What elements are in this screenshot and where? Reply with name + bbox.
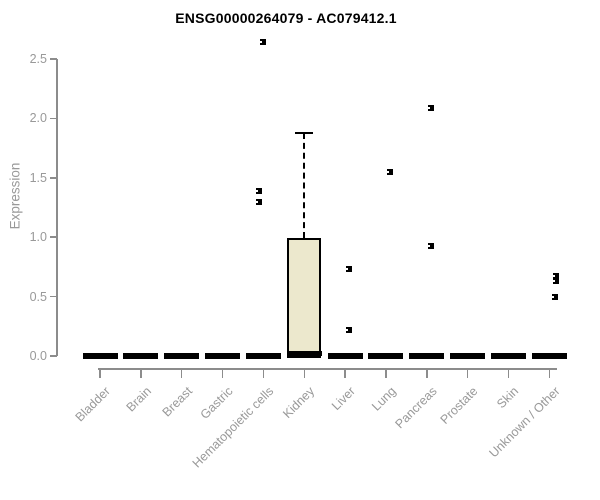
outlier-point-notch: [256, 200, 259, 203]
y-axis-tick: [50, 177, 57, 179]
x-category-label: Breast: [159, 384, 195, 420]
outlier-point: [346, 326, 353, 333]
x-axis-line: [98, 368, 557, 370]
y-axis-tick: [50, 295, 57, 298]
x-axis-tick: [99, 368, 101, 378]
outlier-point: [553, 273, 560, 280]
x-category-label: Brain: [123, 384, 154, 415]
y-tick-label: 1.5: [29, 170, 47, 185]
outlier-point: [552, 293, 559, 300]
x-category-label: Liver: [328, 384, 359, 414]
outlier-point: [386, 168, 393, 175]
x-category-label: Hematopoietic cells: [189, 384, 277, 471]
outlier-point-notch: [386, 170, 389, 173]
x-category-label: Kidney: [280, 384, 318, 421]
y-axis-tick: [50, 117, 57, 120]
y-tick-label: 0.5: [29, 289, 47, 304]
outlier-point-notch: [346, 268, 349, 271]
outlier-point-notch: [427, 106, 430, 109]
outlier-point: [346, 266, 353, 273]
x-axis-tick: [180, 368, 183, 378]
boxplot-median-bar: [286, 350, 322, 357]
boxplot-whisker: [303, 132, 306, 239]
x-axis-tick: [385, 368, 387, 378]
outlier-point: [256, 198, 263, 205]
boxplot-whisker-cap: [295, 131, 314, 135]
outlier-point-notch: [346, 328, 349, 331]
boxplot-median-bar: [368, 353, 404, 359]
outlier-point-notch: [256, 189, 259, 192]
x-category-label: Pancreas: [392, 384, 440, 432]
y-axis-line: [56, 59, 58, 356]
x-category-label: Prostate: [437, 384, 481, 427]
outlier-point: [256, 187, 263, 194]
y-tick-label: 1.0: [29, 230, 47, 245]
x-axis-tick: [466, 368, 469, 378]
outlier-point-notch: [553, 280, 556, 283]
y-tick-label: 0.0: [29, 349, 47, 363]
x-axis-tick: [344, 368, 346, 378]
x-category-label: Lung: [369, 384, 399, 414]
y-axis-tick: [50, 236, 57, 238]
outlier-point-notch: [260, 41, 263, 44]
boxplot-median-bar: [450, 353, 486, 359]
outlier-point-notch: [553, 275, 556, 278]
y-tick-label: 2.5: [29, 52, 47, 66]
boxplot-median-bar: [245, 353, 281, 359]
boxplot-median-bar: [327, 353, 363, 359]
boxplot-median-bar: [82, 353, 118, 359]
boxplot-median-bar: [491, 353, 526, 359]
boxplot-box: [287, 238, 322, 358]
y-axis-tick: [50, 355, 57, 357]
outlier-point: [427, 242, 434, 249]
x-category-label: Gastric: [197, 384, 236, 422]
outlier-point: [427, 104, 434, 111]
x-category-label: Bladder: [72, 384, 113, 425]
outlier-point: [260, 39, 267, 46]
y-axis-tick: [50, 58, 57, 60]
outlier-point: [553, 278, 560, 285]
x-axis-tick: [262, 368, 265, 378]
x-axis-tick: [221, 368, 224, 378]
boxplot-median-bar: [531, 353, 567, 359]
boxplot-median-bar: [409, 353, 445, 359]
outlier-point-notch: [427, 244, 430, 247]
x-category-label: Unknown / Other: [486, 384, 563, 461]
boxplot-median-bar: [164, 353, 200, 359]
x-category-label: Skin: [494, 384, 522, 412]
x-axis-tick: [507, 368, 510, 378]
boxplot-median-bar: [205, 353, 241, 359]
x-axis-tick: [548, 368, 551, 378]
x-axis-tick: [303, 368, 305, 378]
boxplot-median-bar: [123, 353, 159, 359]
y-tick-label: 2.0: [29, 111, 47, 126]
outlier-point-notch: [552, 295, 555, 298]
x-axis-tick: [140, 368, 142, 378]
x-axis-tick: [426, 368, 428, 378]
chart-title: ENSG00000264079 - AC079412.1: [175, 10, 397, 26]
